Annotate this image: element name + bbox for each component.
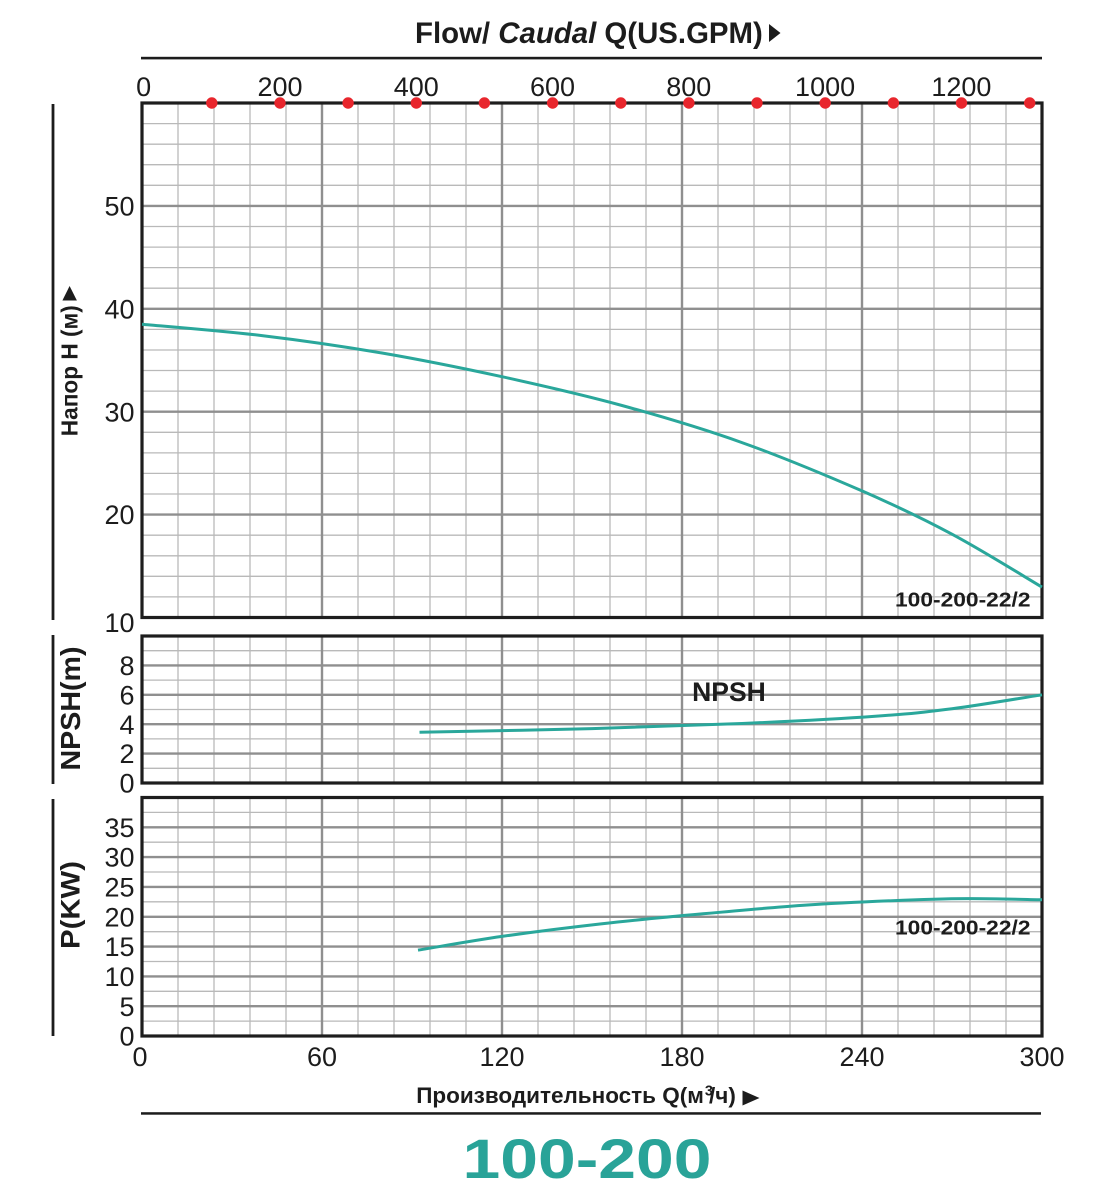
- svg-text:60: 60: [307, 1042, 337, 1072]
- svg-text:400: 400: [394, 72, 439, 102]
- svg-text:100-200-22/2: 100-200-22/2: [895, 916, 1031, 939]
- svg-text:6: 6: [119, 680, 134, 710]
- svg-text:10: 10: [104, 608, 134, 638]
- svg-text:10: 10: [104, 962, 134, 992]
- svg-text:NPSH(m): NPSH(m): [55, 647, 86, 771]
- svg-text:300: 300: [1019, 1042, 1064, 1072]
- svg-text:Flow/ Caudal Q(US.GPM): Flow/ Caudal Q(US.GPM): [415, 17, 763, 50]
- svg-text:30: 30: [104, 843, 134, 873]
- svg-text:180: 180: [659, 1042, 704, 1072]
- svg-text:200: 200: [257, 72, 302, 102]
- svg-text:25: 25: [104, 873, 134, 903]
- svg-text:Производительность Q(м3/ч): Производительность Q(м3/ч): [416, 1083, 736, 1108]
- svg-text:2: 2: [119, 739, 134, 769]
- svg-text:800: 800: [666, 72, 711, 102]
- svg-text:0: 0: [132, 1042, 147, 1072]
- svg-text:240: 240: [839, 1042, 884, 1072]
- svg-text:20: 20: [104, 902, 134, 932]
- svg-text:1200: 1200: [931, 72, 991, 102]
- svg-text:5: 5: [119, 992, 134, 1022]
- svg-text:100-200: 100-200: [463, 1127, 712, 1190]
- svg-text:600: 600: [530, 72, 575, 102]
- svg-text:4: 4: [119, 710, 134, 740]
- svg-text:120: 120: [479, 1042, 524, 1072]
- svg-text:30: 30: [104, 397, 134, 427]
- svg-text:20: 20: [104, 500, 134, 530]
- svg-text:NPSH: NPSH: [692, 677, 766, 707]
- svg-text:P(KW): P(KW): [56, 861, 86, 949]
- svg-text:0: 0: [119, 769, 134, 799]
- svg-text:100-200-22/2: 100-200-22/2: [895, 589, 1031, 612]
- svg-text:35: 35: [104, 813, 134, 843]
- svg-text:50: 50: [104, 192, 134, 222]
- svg-text:8: 8: [119, 651, 134, 681]
- svg-text:Напор H (м): Напор H (м): [57, 305, 83, 436]
- svg-text:15: 15: [104, 932, 134, 962]
- svg-text:0: 0: [119, 1022, 134, 1052]
- svg-text:0: 0: [136, 72, 151, 102]
- svg-text:40: 40: [104, 294, 134, 324]
- svg-text:1000: 1000: [795, 72, 855, 102]
